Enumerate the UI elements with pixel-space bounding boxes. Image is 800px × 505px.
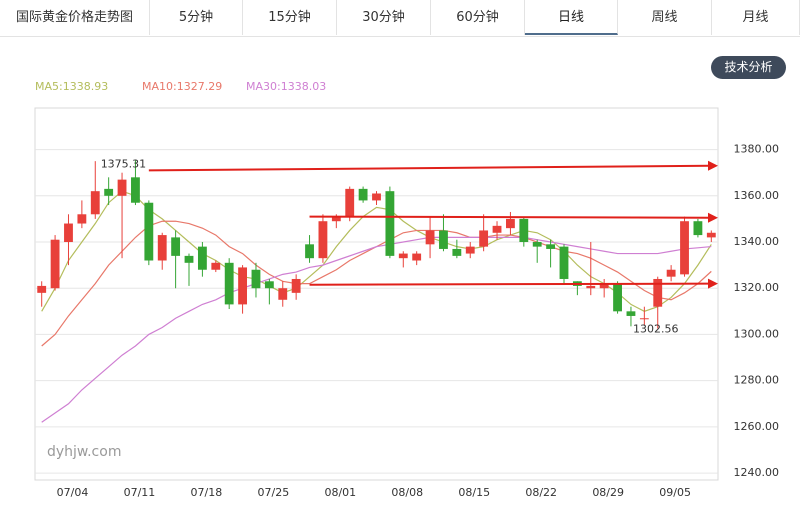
candle-body — [546, 244, 556, 249]
candle-body — [184, 255, 194, 263]
candle-body — [599, 283, 609, 289]
low-label: 1302.56 — [633, 323, 679, 336]
high-label: 1375.31 — [101, 157, 147, 170]
candle-body — [318, 221, 328, 259]
arrow-line — [309, 215, 711, 219]
ma-line — [41, 190, 712, 312]
tab[interactable]: 60分钟 — [431, 0, 525, 35]
arrow-head — [708, 212, 718, 223]
candle-body — [157, 235, 167, 261]
candle-body — [626, 311, 636, 316]
candle-body — [224, 262, 234, 305]
x-tick-label: 09/05 — [659, 486, 691, 499]
candle-body — [452, 248, 462, 256]
x-tick-label: 08/29 — [592, 486, 624, 499]
candle-body — [693, 221, 703, 236]
watermark: dyhjw.com — [47, 444, 121, 460]
candle-body — [305, 244, 314, 259]
x-tick-label: 08/08 — [391, 486, 423, 499]
candle-body — [559, 246, 569, 279]
arrow-line — [148, 164, 711, 172]
analysis-button[interactable]: 技术分析 — [711, 56, 786, 79]
y-tick-label: 1240.00 — [734, 466, 780, 479]
candle-body — [345, 188, 355, 217]
candle-body — [586, 285, 596, 289]
candle-body — [278, 288, 288, 300]
candle-body — [144, 202, 154, 261]
candle-body — [680, 221, 689, 275]
x-tick-label: 07/04 — [57, 486, 89, 499]
y-tick-label: 1380.00 — [734, 143, 780, 156]
y-tick-label: 1320.00 — [734, 281, 780, 294]
x-tick-label: 08/22 — [525, 486, 557, 499]
x-tick-label: 07/18 — [191, 486, 223, 499]
tab[interactable]: 15分钟 — [243, 0, 337, 35]
x-tick-label: 08/15 — [458, 486, 490, 499]
y-tick-label: 1300.00 — [734, 327, 780, 340]
candle-body — [492, 225, 502, 233]
candle-body — [197, 246, 207, 270]
candle-body — [532, 242, 542, 247]
candle-body — [117, 179, 127, 196]
candle-body — [398, 253, 408, 259]
tab[interactable]: 国际黄金价格走势图 — [0, 0, 150, 35]
candle-body — [104, 188, 114, 196]
arrow-head — [708, 160, 718, 171]
tab[interactable]: 周线 — [618, 0, 712, 35]
candle-body — [465, 246, 475, 254]
candle-body — [506, 218, 515, 229]
candle-body — [171, 237, 181, 256]
candle-body — [211, 262, 221, 270]
candle-body — [653, 278, 663, 307]
candle-body — [358, 188, 368, 201]
legend-entry: MA30:1338.03 — [246, 80, 326, 93]
y-tick-label: 1260.00 — [734, 420, 780, 433]
candle-body — [639, 318, 649, 320]
candle-body — [613, 283, 622, 312]
y-tick-label: 1340.00 — [734, 235, 780, 248]
candle-body — [519, 218, 529, 243]
candle-body — [666, 269, 676, 277]
x-tick-label: 07/11 — [124, 486, 156, 499]
candle-body — [131, 177, 140, 203]
candle-body — [291, 278, 301, 293]
candle-body — [439, 230, 448, 249]
candle-body — [385, 191, 395, 256]
plot-frame — [34, 107, 719, 481]
candle-body — [372, 193, 381, 201]
arrow-head — [708, 278, 718, 289]
candle-body — [331, 216, 341, 222]
tab-bar: 国际黄金价格走势图 5分钟 15分钟 30分钟 60分钟 日线 周线 月线 — [0, 0, 800, 37]
candle-body — [37, 285, 47, 293]
candle-body — [479, 230, 489, 247]
candle-body — [77, 214, 87, 224]
candle-body — [64, 223, 73, 243]
tab[interactable]: 日线 — [525, 0, 618, 35]
candle-body — [238, 267, 247, 305]
x-tick-label: 07/25 — [258, 486, 290, 499]
tab[interactable]: 30分钟 — [337, 0, 431, 35]
y-tick-label: 1360.00 — [734, 189, 780, 202]
arrow-line — [309, 282, 711, 286]
candle-body — [412, 253, 422, 261]
x-tick-label: 08/01 — [324, 486, 356, 499]
candle-body — [264, 281, 274, 289]
candle-body — [425, 230, 435, 245]
candle-body — [706, 232, 716, 238]
legend-entry: MA10:1327.29 — [142, 80, 222, 93]
ma-line — [41, 236, 712, 423]
candle-body — [251, 269, 261, 289]
candle-body — [90, 191, 100, 215]
candle-body — [50, 239, 60, 289]
y-tick-label: 1280.00 — [734, 374, 780, 387]
legend-entry: MA5:1338.93 — [35, 80, 108, 93]
tab[interactable]: 5分钟 — [150, 0, 243, 35]
